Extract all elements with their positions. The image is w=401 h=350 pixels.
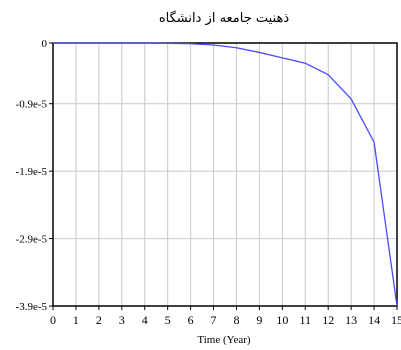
x-tick-label: 8 [233,313,239,327]
x-axis-label: Time (Year) [197,334,251,345]
y-tick-label: 0 [42,38,48,50]
x-tick-label: 11 [299,313,311,327]
x-tick-label: 2 [96,313,102,327]
y-tick-label: -1.9e-5 [16,166,48,178]
chart-title: ذهنیت جامعه از دانشگاه [159,10,290,26]
grid-lines [52,42,398,307]
x-tick-label: 1 [73,313,79,327]
x-tick-label: 15 [391,313,401,327]
x-tick-label: 14 [368,313,380,327]
plot-frame [52,42,398,307]
x-tick-label: 0 [50,313,56,327]
x-tick-label: 10 [276,313,288,327]
x-tick-label: 9 [256,313,262,327]
x-tick-label: 13 [345,313,357,327]
x-tick-label: 5 [165,313,171,327]
series-layer [53,42,398,307]
x-tick-label: 7 [211,313,217,327]
y-tick-label: -2.9e-5 [16,234,48,246]
y-tick-label: -0.9e-5 [16,99,48,111]
tick-labels: 0 1 2 3 4 5 6 7 8 9 10 11 12 13 14 150-0.9e-5-1.9e-5-2.… [16,38,401,327]
x-tick-label: 6 [188,313,194,327]
x-tick-label: 3 [119,313,125,327]
x-tick-label: 4 [142,313,148,327]
axes [49,42,398,310]
series-line [53,42,398,307]
y-tick-label: -3.9e-5 [16,301,48,313]
x-tick-label: 12 [322,313,334,327]
